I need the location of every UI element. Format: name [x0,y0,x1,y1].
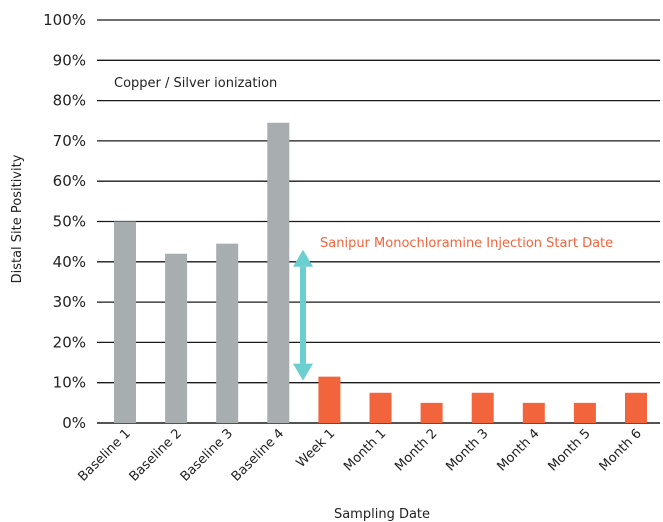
y-tick-label: 40% [53,253,86,271]
bar [573,402,596,423]
y-axis-title: Distal Site Positivity [10,154,25,283]
bar [216,243,239,423]
y-tick-label: 20% [53,333,86,351]
gridlines [97,19,660,424]
arrow-head-down [293,363,313,381]
x-tick-label: Week 1 [294,426,339,471]
bar [625,392,647,423]
y-axis-ticks: 0% 10% 20% 30% 40% 50% 60% 70% 80% 90% 100% [43,11,86,432]
x-tick-label: Baseline 2 [127,426,185,484]
bar [522,402,545,423]
x-tick-label: Month 3 [443,426,491,474]
bar [318,376,341,423]
bar [114,221,136,423]
y-tick-label: 70% [53,132,86,150]
period-label: Copper / Silver ionization [114,76,277,91]
x-tick-label: Baseline 4 [229,426,287,484]
x-tick-label: Baseline 3 [178,426,236,484]
y-tick-label: 90% [53,51,86,69]
x-tick-label: Baseline 1 [75,426,133,484]
y-tick-label: 80% [53,92,86,110]
bar [165,253,188,423]
bar [267,122,290,423]
y-tick-label: 10% [53,374,86,392]
x-axis-title: Sampling Date [334,507,430,522]
y-tick-label: 30% [53,293,86,311]
y-tick-label: 50% [53,213,86,231]
event-label: Sanipur Monochloramine Injection Start D… [320,236,613,251]
arrow-head-up [293,249,313,267]
bar [471,392,494,423]
bar [420,402,443,423]
bars [114,122,647,423]
x-tick-label: Month 4 [494,426,542,474]
annotations: Copper / Silver ionization Sanipur Monoc… [114,76,613,381]
event-arrow [293,249,313,381]
x-tick-label: Month 5 [546,426,594,474]
y-tick-label: 0% [62,414,86,432]
arrow-shaft [300,266,306,364]
x-tick-label: Month 6 [597,426,645,474]
y-tick-label: 100% [43,11,86,29]
x-tick-label: Month 1 [341,426,389,474]
y-tick-label: 60% [53,172,86,190]
x-tick-label: Month 2 [392,426,440,474]
bar [369,392,392,423]
